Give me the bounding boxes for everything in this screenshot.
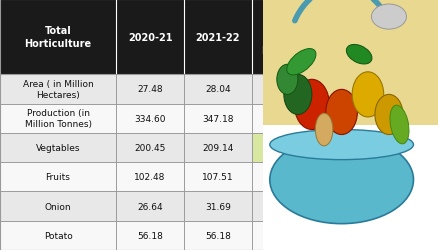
Text: Vegtables: Vegtables [36, 144, 80, 152]
Circle shape [277, 65, 298, 95]
Bar [263, 125, 438, 250]
Text: 31.01: 31.01 [279, 202, 305, 211]
Bar [116, 221, 184, 250]
Bar [0, 133, 438, 162]
Bar [252, 162, 333, 192]
Bar [184, 75, 252, 104]
Bar [116, 162, 184, 192]
Text: 2020-21: 2020-21 [128, 32, 172, 42]
Bar [263, 0, 438, 125]
Ellipse shape [287, 49, 316, 76]
Circle shape [284, 75, 312, 115]
Ellipse shape [270, 136, 413, 224]
Text: Area ( in Million
Hectares): Area ( in Million Hectares) [23, 80, 93, 100]
Bar [0, 221, 116, 250]
Bar [184, 162, 252, 192]
Bar [0, 104, 116, 133]
Ellipse shape [371, 5, 406, 30]
Ellipse shape [346, 45, 372, 65]
Text: Fruits: Fruits [46, 172, 71, 182]
Text: Total
Horticulture: Total Horticulture [25, 26, 92, 49]
Text: 209.14: 209.14 [202, 144, 233, 152]
Text: 28.04: 28.04 [205, 85, 231, 94]
Ellipse shape [315, 114, 333, 146]
Bar [0, 221, 438, 250]
Bar [184, 221, 252, 250]
Text: 200.45: 200.45 [134, 144, 166, 152]
Text: 56.18: 56.18 [137, 231, 163, 240]
Bar [116, 133, 184, 162]
Text: 28.28: 28.28 [279, 85, 305, 94]
Text: Production (in
Million Tonnes): Production (in Million Tonnes) [25, 109, 92, 129]
Text: Onion: Onion [45, 202, 71, 211]
Text: 31.69: 31.69 [205, 202, 231, 211]
Text: 56.18: 56.18 [205, 231, 231, 240]
Bar [0, 162, 438, 192]
Bar [0, 0, 333, 75]
Text: 2021-22: 2021-22 [196, 32, 240, 42]
Text: 107.51: 107.51 [202, 172, 234, 182]
Bar [252, 192, 333, 221]
Text: 347.18: 347.18 [202, 114, 233, 123]
Bar [184, 104, 252, 133]
Bar [184, 192, 252, 221]
Bar [252, 75, 333, 104]
Text: 334.60: 334.60 [134, 114, 166, 123]
Bar [0, 192, 116, 221]
Circle shape [352, 72, 384, 118]
Bar [0, 0, 333, 250]
Bar [116, 75, 184, 104]
Bar [0, 75, 116, 104]
Text: 27.48: 27.48 [137, 85, 163, 94]
Circle shape [326, 90, 357, 135]
Bar [0, 75, 438, 104]
Bar [0, 192, 438, 221]
Text: Potato: Potato [44, 231, 72, 240]
Text: 2022-2023
(First
Estimation): 2022-2023 (First Estimation) [261, 19, 324, 56]
Bar [252, 133, 333, 162]
Text: 102.48: 102.48 [134, 172, 166, 182]
Bar [116, 104, 184, 133]
Bar [184, 133, 252, 162]
Text: 26.64: 26.64 [137, 202, 163, 211]
Circle shape [294, 80, 329, 130]
Bar [116, 192, 184, 221]
Circle shape [375, 95, 403, 135]
Bar [0, 162, 116, 192]
Text: 350.87: 350.87 [276, 114, 308, 123]
Text: 107.75: 107.75 [276, 172, 308, 182]
Ellipse shape [270, 130, 413, 160]
Bar [252, 221, 333, 250]
Text: 59.74: 59.74 [279, 231, 305, 240]
Ellipse shape [390, 106, 409, 144]
Bar [252, 104, 333, 133]
Bar [0, 133, 116, 162]
Text: 212.63: 212.63 [275, 144, 310, 152]
Bar [0, 104, 438, 133]
